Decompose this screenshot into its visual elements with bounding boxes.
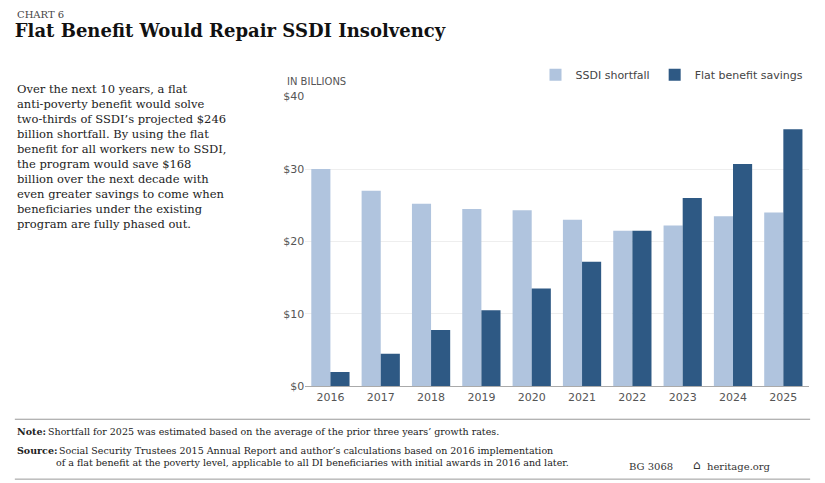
svg-text:Note:: Note: — [17, 426, 46, 437]
svg-text:2019: 2019 — [467, 391, 495, 404]
svg-text:$40: $40 — [283, 90, 304, 103]
svg-text:CHART 6: CHART 6 — [17, 9, 64, 20]
svg-text:heritage.org: heritage.org — [707, 461, 771, 472]
svg-text:Shortfall for 2025 was estimat: Shortfall for 2025 was estimated based o… — [45, 426, 499, 437]
svg-text:2024: 2024 — [719, 391, 747, 404]
svg-text:$10: $10 — [283, 308, 304, 321]
svg-text:2021: 2021 — [568, 391, 596, 404]
svg-text:Flat benefit savings: Flat benefit savings — [695, 69, 803, 82]
svg-text:$20: $20 — [283, 235, 304, 248]
svg-text:2017: 2017 — [367, 391, 395, 404]
svg-text:SSDI shortfall: SSDI shortfall — [576, 69, 650, 82]
svg-text:Flat Benefit Would Repair SSDI: Flat Benefit Would Repair SSDI Insolvenc… — [15, 20, 446, 41]
svg-text:2022: 2022 — [618, 391, 646, 404]
svg-text:Over the next 10 years, a flat: Over the next 10 years, a flatanti-pover… — [17, 82, 227, 231]
svg-text:2020: 2020 — [518, 391, 546, 404]
svg-text:2023: 2023 — [669, 391, 697, 404]
svg-text:$0: $0 — [290, 380, 304, 393]
svg-text:$30: $30 — [283, 163, 304, 176]
svg-text:⌂: ⌂ — [693, 458, 701, 472]
svg-text:2016: 2016 — [316, 391, 344, 404]
svg-text:2025: 2025 — [769, 391, 797, 404]
svg-text:BG 3068: BG 3068 — [629, 461, 673, 472]
svg-text:IN BILLIONS: IN BILLIONS — [287, 76, 346, 87]
svg-text:Social Security Trustees 2015: Social Security Trustees 2015 Annual Rep… — [56, 445, 569, 468]
svg-text:2018: 2018 — [417, 391, 445, 404]
svg-text:Source:: Source: — [17, 445, 57, 456]
